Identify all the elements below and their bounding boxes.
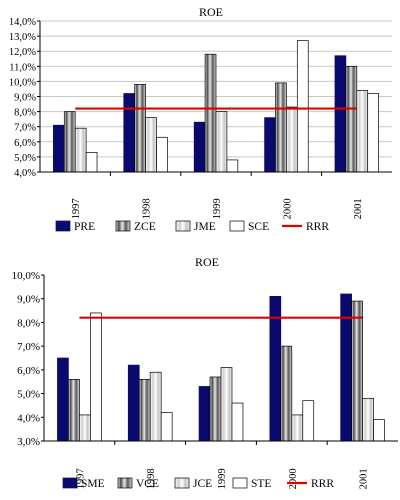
y-tick-label: 4,0% [14, 168, 36, 179]
bar-sce-2001 [367, 93, 379, 173]
y-tick-label: 11,0% [9, 62, 36, 73]
bar-zce-1999 [204, 53, 217, 173]
legend-label: SCE [248, 221, 269, 233]
legend-label: RRR [311, 478, 334, 490]
bar-pre-1998 [123, 93, 136, 173]
bar-zce-1997 [63, 111, 76, 173]
bar-ste-2000 [302, 400, 315, 442]
bar-jme-1999 [215, 111, 228, 173]
bar-jce-1997 [79, 414, 91, 442]
y-tick-label: 10,0% [12, 270, 40, 282]
legend-label: JME [194, 221, 216, 233]
bar-ste-1999 [231, 402, 244, 442]
y-tick-label: 6,0% [17, 365, 40, 377]
y-tick-label: 5,0% [14, 153, 36, 164]
legend-swatch-vce [117, 477, 133, 489]
bar-jce-1998 [149, 371, 162, 442]
x-tick-label: 2001 [353, 198, 364, 219]
bar-sme-1998 [127, 364, 140, 442]
x-tick-label: 1997 [71, 198, 82, 219]
x-tick-label: 1998 [146, 468, 157, 489]
roe-chart-top: ROE 4,0% 5,0% 6,0% 7,0% 8,0% 9,0% 10,0% 11,0% 12… [9, 5, 392, 233]
legend-swatch-jme [175, 220, 191, 232]
bar-ste-2001 [373, 419, 385, 442]
chart-title: ROE [195, 255, 219, 269]
legend-label: JCE [193, 478, 212, 490]
legend-label: VCE [136, 478, 159, 490]
bar-sce-1997 [85, 152, 98, 173]
legend-label: SME [81, 478, 105, 490]
legend-swatch-zce [115, 220, 131, 232]
bar-vce-2001 [351, 300, 363, 442]
legend-label: PRE [74, 221, 95, 233]
bar-vce-1998 [138, 378, 151, 442]
bar-jme-2000 [286, 106, 298, 173]
bar-jme-2001 [356, 90, 369, 173]
bar-jme-1997 [74, 127, 87, 173]
legend-label: RRR [306, 221, 329, 233]
y-tick-label: 7,0% [14, 123, 36, 134]
bar-pre-2000 [264, 117, 276, 173]
x-tick-label: 1999 [212, 198, 223, 219]
bar-vce-2000 [280, 345, 293, 442]
bar-pre-1997 [53, 124, 65, 173]
bar-sce-2000 [296, 40, 309, 173]
y-tick-label: 8,0% [14, 108, 36, 119]
y-tick-label: 13,0% [9, 32, 36, 43]
y-tick-label: 8,0% [17, 317, 40, 329]
legend-swatch-sce [229, 220, 245, 232]
roe-chart-bottom: ROE 3,0% 4,0% 5,0% 6,0% 7,0% 8,0% 9,0% 10,0% 19… [12, 255, 398, 490]
bar-zce-2000 [275, 82, 287, 173]
y-tick-label: 5,0% [17, 389, 40, 401]
legend-swatch-sme [62, 477, 78, 489]
x-tick-label: 1998 [142, 198, 153, 219]
y-tick-label: 6,0% [14, 138, 36, 149]
y-tick-label: 10,0% [9, 77, 36, 88]
legend-label: ZCE [134, 221, 156, 233]
bar-ste-1997 [90, 312, 102, 442]
x-tick-label: 2000 [282, 198, 293, 219]
y-tick-label: 7,0% [17, 341, 40, 353]
bar-jce-2000 [291, 414, 304, 442]
x-tick-label: 1997 [75, 468, 86, 489]
y-tick-label: 3,0% [17, 436, 40, 448]
legend-swatch-jce [174, 477, 190, 489]
bar-sme-1997 [57, 357, 69, 442]
chart-title: ROE [199, 5, 223, 19]
y-tick-label: 4,0% [17, 412, 40, 424]
y-tick-label: 9,0% [14, 93, 36, 104]
x-tick-label: 2001 [359, 468, 370, 489]
x-tick-label: 1999 [217, 468, 228, 489]
y-tick-label: 9,0% [17, 294, 40, 306]
legend-swatch-pre [55, 220, 71, 232]
bar-jce-1999 [220, 367, 233, 442]
bar-zce-2001 [345, 65, 358, 173]
bar-ste-1998 [160, 412, 173, 442]
y-tick-label: 12,0% [9, 47, 36, 58]
bar-jce-2001 [362, 397, 374, 442]
bar-sme-2001 [340, 293, 352, 442]
bar-pre-1999 [193, 121, 206, 173]
legend-swatch-ste [232, 477, 248, 489]
bar-sce-1999 [226, 159, 239, 173]
bar-sme-1999 [198, 386, 211, 442]
bar-vce-1999 [209, 376, 222, 442]
bar-vce-1997 [68, 378, 80, 442]
y-tick-label: 14,0% [9, 17, 36, 28]
x-tick-label: 2000 [288, 468, 299, 489]
bar-zce-1998 [134, 84, 146, 173]
bar-pre-2001 [334, 55, 347, 173]
bar-sce-1998 [156, 136, 168, 173]
legend-label: STE [251, 478, 271, 490]
bar-jme-1998 [145, 117, 157, 173]
